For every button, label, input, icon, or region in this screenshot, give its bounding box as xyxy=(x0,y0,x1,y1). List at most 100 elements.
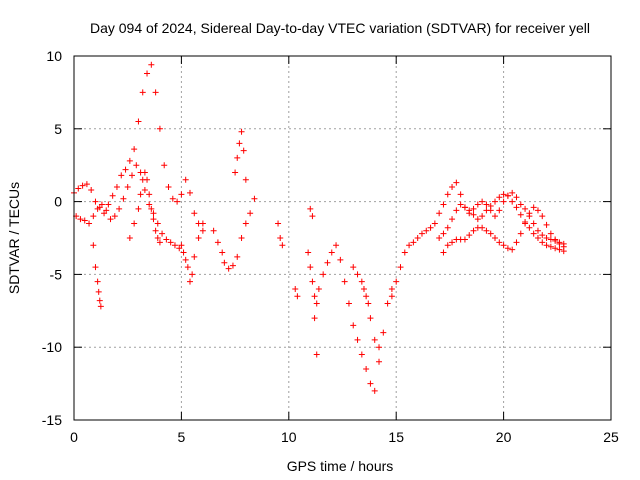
data-point xyxy=(479,224,486,231)
data-point xyxy=(247,210,254,217)
data-point xyxy=(174,198,181,205)
data-point xyxy=(92,198,99,205)
data-point xyxy=(534,227,541,234)
data-point xyxy=(539,213,546,220)
data-point xyxy=(221,259,228,266)
data-point xyxy=(186,278,193,285)
data-point xyxy=(496,207,503,214)
data-point xyxy=(126,157,133,164)
data-point xyxy=(324,259,331,266)
data-point xyxy=(509,198,516,205)
data-point xyxy=(126,235,133,241)
data-point xyxy=(94,205,101,212)
data-point xyxy=(547,243,554,250)
data-point xyxy=(354,271,361,278)
x-axis-label: GPS time / hours xyxy=(287,458,394,474)
data-point xyxy=(152,227,159,234)
data-point xyxy=(500,191,507,198)
data-point xyxy=(294,293,301,300)
y-tick-label: 0 xyxy=(54,194,62,210)
data-point xyxy=(107,216,114,223)
data-point xyxy=(350,264,357,271)
data-point xyxy=(530,204,537,211)
data-point xyxy=(116,205,123,212)
data-point xyxy=(444,242,451,249)
y-tick-label: -10 xyxy=(42,339,62,355)
data-point xyxy=(251,195,258,202)
data-point xyxy=(313,351,320,358)
data-point xyxy=(380,329,387,336)
data-point xyxy=(337,256,344,263)
data-point xyxy=(232,169,239,176)
data-point xyxy=(453,207,460,214)
data-point xyxy=(305,249,312,256)
data-point xyxy=(90,242,97,249)
data-point xyxy=(242,176,249,183)
data-point xyxy=(376,358,383,365)
data-point xyxy=(496,194,503,201)
data-point xyxy=(513,204,520,211)
data-point xyxy=(182,176,189,183)
plot-frame xyxy=(73,55,612,421)
data-point xyxy=(95,288,102,295)
data-point xyxy=(466,232,473,239)
data-point xyxy=(496,239,503,246)
data-point xyxy=(517,230,524,237)
data-point xyxy=(79,182,86,189)
data-point xyxy=(440,249,447,256)
data-point xyxy=(242,220,249,227)
data-point xyxy=(313,300,320,307)
data-point xyxy=(131,146,138,153)
data-point xyxy=(238,235,245,241)
data-point xyxy=(500,242,507,249)
data-point xyxy=(315,285,322,292)
data-point xyxy=(526,210,533,217)
data-point xyxy=(547,230,554,237)
data-point xyxy=(483,207,490,214)
data-point xyxy=(180,249,187,256)
data-point xyxy=(470,211,477,218)
data-point xyxy=(556,246,563,253)
data-point xyxy=(500,198,507,205)
data-point xyxy=(148,205,155,212)
data-point xyxy=(530,230,537,237)
data-point xyxy=(466,207,473,214)
data-point xyxy=(161,162,168,169)
data-point xyxy=(275,220,282,227)
data-point xyxy=(388,285,395,292)
data-point xyxy=(90,213,97,220)
data-point xyxy=(367,315,374,322)
scatter-points xyxy=(71,61,567,394)
data-point xyxy=(150,210,157,217)
data-point xyxy=(483,201,490,208)
data-point xyxy=(184,264,191,271)
x-tick-label: 5 xyxy=(178,429,186,445)
data-point xyxy=(86,220,93,227)
data-point xyxy=(534,207,541,214)
data-point xyxy=(492,235,499,241)
data-point xyxy=(560,243,567,250)
data-point xyxy=(169,195,176,202)
data-point xyxy=(552,236,559,243)
y-tick-label: -5 xyxy=(50,266,63,282)
data-point xyxy=(113,184,120,191)
data-point xyxy=(388,293,395,300)
data-point xyxy=(320,271,327,278)
data-point xyxy=(311,293,318,300)
data-point xyxy=(341,278,348,285)
data-point xyxy=(517,201,524,208)
data-point xyxy=(279,242,286,249)
data-point xyxy=(543,235,550,241)
data-point xyxy=(457,201,464,208)
y-tick-label: -15 xyxy=(42,412,62,428)
grid-layer xyxy=(74,56,611,420)
data-point xyxy=(556,240,563,247)
data-point xyxy=(229,262,236,269)
data-point xyxy=(135,118,142,125)
data-point xyxy=(461,236,468,243)
data-point xyxy=(307,205,314,212)
data-point xyxy=(418,230,425,237)
data-point xyxy=(133,162,140,169)
data-point xyxy=(159,230,166,237)
